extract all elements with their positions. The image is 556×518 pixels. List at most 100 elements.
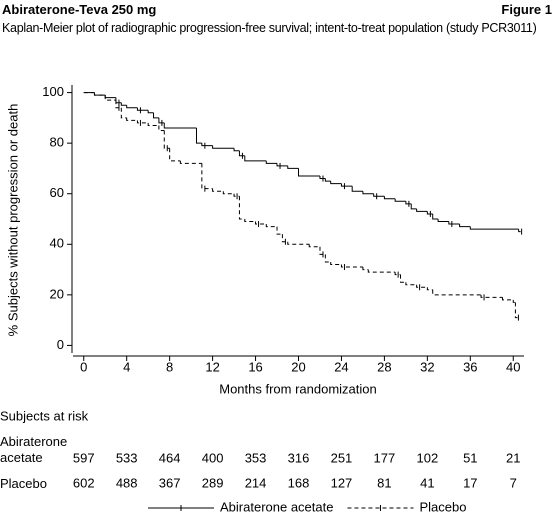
survival-step — [373, 193, 385, 197]
x-tick-label: 36 — [463, 359, 477, 374]
survival-step — [394, 272, 401, 276]
survival-step — [405, 282, 417, 286]
survival-step — [459, 224, 471, 228]
survival-step — [330, 261, 342, 266]
risk-value: 168 — [288, 475, 310, 490]
risk-value: 41 — [420, 475, 434, 490]
risk-row-label: Abiraterone acetate — [0, 434, 68, 465]
survival-step — [340, 183, 353, 187]
legend-label: Placebo — [419, 499, 466, 514]
x-tick-label: 28 — [377, 359, 391, 374]
survival-step — [212, 188, 224, 192]
y-tick-label: 60 — [50, 185, 64, 200]
x-axis-label: Months from randomization — [219, 381, 377, 396]
subtitle: Kaplan-Meier plot of radiographic progre… — [2, 21, 537, 35]
x-tick-label: 20 — [291, 359, 305, 374]
survival-step — [480, 294, 503, 298]
survival-step — [104, 95, 116, 99]
title: Abiraterone-Teva 250 mg — [2, 2, 157, 17]
survival-step — [362, 191, 374, 195]
x-tick-label: 8 — [166, 359, 173, 374]
survival-step — [448, 221, 460, 225]
survival-step — [147, 110, 154, 114]
survival-step — [179, 160, 202, 164]
risk-value: 102 — [417, 450, 439, 465]
survival-step — [281, 234, 288, 243]
survival-step — [410, 203, 417, 210]
survival-step — [265, 160, 278, 164]
survival-step — [158, 125, 165, 132]
survival-step — [502, 297, 514, 301]
survival-step — [432, 289, 482, 296]
survival-step — [244, 219, 256, 223]
survival-step — [308, 244, 320, 248]
y-tick-label: 0 — [57, 337, 64, 352]
risk-title: Subjects at risk — [0, 408, 89, 423]
x-tick-label: 12 — [205, 359, 219, 374]
risk-value: 127 — [331, 475, 353, 490]
survival-step — [426, 211, 433, 215]
survival-step — [104, 95, 116, 101]
risk-value: 316 — [288, 450, 310, 465]
survival-step — [426, 287, 433, 291]
survival-step — [514, 302, 518, 319]
x-tick-label: 40 — [506, 359, 520, 374]
survival-step — [201, 163, 213, 190]
survival-step — [287, 165, 299, 169]
survival-step — [115, 100, 122, 109]
x-tick-label: 32 — [420, 359, 434, 374]
x-tick-label: 24 — [334, 359, 348, 374]
survival-step — [437, 219, 449, 223]
survival-step — [136, 120, 149, 124]
survival-step — [394, 198, 406, 202]
survival-step — [244, 155, 267, 162]
survival-step — [351, 186, 363, 192]
survival-step — [233, 148, 240, 152]
risk-row-label: Placebo — [0, 476, 47, 491]
survival-step — [405, 201, 412, 205]
legend-label: Abiraterone acetate — [220, 499, 333, 514]
risk-value: 488 — [116, 475, 138, 490]
survival-step — [383, 196, 396, 200]
survival-step — [120, 102, 127, 106]
risk-value: 464 — [159, 450, 181, 465]
survival-step — [469, 226, 519, 230]
survival-step — [287, 241, 310, 245]
risk-value: 400 — [202, 450, 224, 465]
y-tick-label: 100 — [42, 84, 64, 99]
survival-step — [147, 122, 159, 126]
survival-step — [163, 130, 170, 149]
risk-value: 177 — [374, 450, 396, 465]
survival-step — [255, 221, 267, 225]
survival-step — [362, 267, 369, 271]
survival-step — [265, 224, 278, 228]
y-axis-label: % Subjects without progression or death — [5, 104, 20, 337]
survival-step — [319, 176, 326, 180]
y-tick-label: 40 — [50, 236, 64, 251]
survival-step — [201, 143, 213, 147]
survival-step — [126, 105, 138, 109]
risk-value: 21 — [506, 450, 520, 465]
survival-step — [276, 163, 288, 167]
survival-step — [400, 274, 406, 283]
risk-value: 353 — [245, 450, 267, 465]
risk-value: 214 — [245, 475, 267, 490]
survival-step — [298, 168, 320, 177]
survival-step — [416, 284, 428, 288]
survival-step — [432, 213, 439, 220]
survival-step — [324, 254, 331, 263]
survival-step — [93, 92, 106, 96]
survival-step — [416, 208, 428, 212]
risk-value: 51 — [463, 450, 477, 465]
survival-step — [153, 112, 159, 119]
survival-step — [158, 117, 165, 124]
survival-step — [163, 122, 197, 129]
risk-value: 251 — [331, 450, 353, 465]
risk-value: 602 — [73, 475, 95, 490]
survival-step — [330, 181, 342, 185]
figure-label: Figure 1 — [501, 2, 552, 17]
risk-value: 367 — [159, 475, 181, 490]
risk-value: 533 — [116, 450, 138, 465]
